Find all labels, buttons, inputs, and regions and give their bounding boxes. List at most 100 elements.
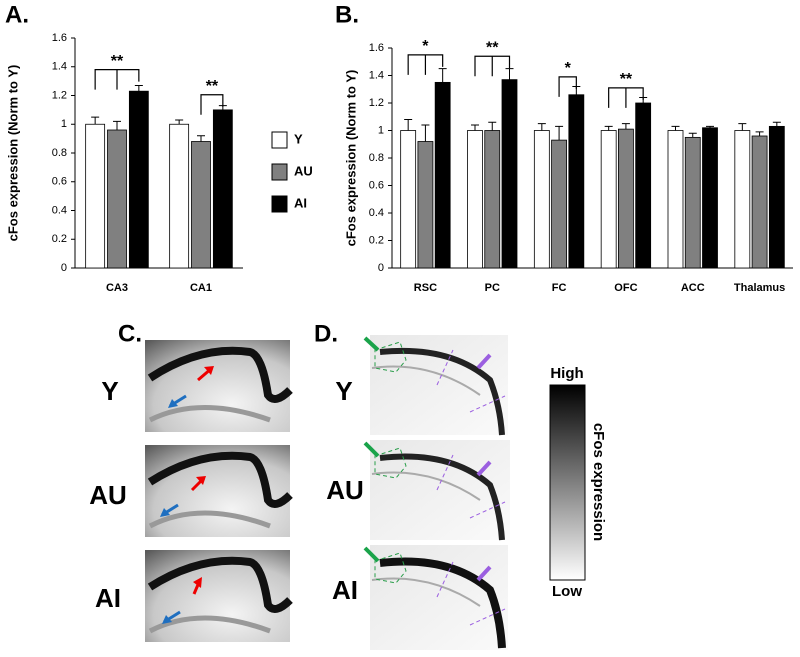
- bar: [684, 136, 701, 269]
- image-d-au: [363, 440, 510, 541]
- bar: [667, 130, 684, 269]
- row-label: Y: [335, 376, 352, 406]
- y-axis-title: cFos expression (Norm to Y): [343, 70, 358, 247]
- bar: [751, 135, 768, 269]
- x-tick-label: CA3: [106, 282, 128, 294]
- error-bar: [555, 125, 564, 141]
- bar: [768, 125, 785, 269]
- y-tick-label: 0.8: [369, 152, 384, 164]
- x-tick-label: RSC: [414, 282, 437, 294]
- y-tick-label: 0: [61, 262, 67, 274]
- significance-bracket: [474, 55, 511, 77]
- y-tick-label: 1.2: [52, 89, 67, 101]
- bar: [107, 129, 127, 269]
- bar: [85, 123, 106, 269]
- error-bar: [113, 120, 121, 130]
- image-d-ai: [363, 545, 508, 650]
- bar: [702, 127, 718, 269]
- panel-label: D.: [314, 320, 338, 347]
- error-bar: [197, 135, 205, 142]
- image-c-y: [145, 340, 293, 432]
- error-bar: [421, 124, 430, 142]
- y-tick-label: 0.8: [52, 147, 67, 159]
- error-bar: [438, 68, 447, 83]
- error-bar: [404, 119, 413, 131]
- bar: [533, 130, 550, 269]
- bar: [501, 79, 518, 269]
- y-tick-label: 1.6: [369, 42, 384, 54]
- bar: [417, 141, 434, 269]
- x-tick-label: PC: [485, 282, 500, 294]
- bar: [400, 130, 417, 269]
- legend-label: AI: [294, 195, 307, 210]
- legend-swatch: [271, 131, 288, 149]
- y-tick-label: 1.2: [369, 97, 384, 109]
- colorbar-high: High: [550, 365, 583, 382]
- significance-bracket: [407, 54, 444, 75]
- significance-label: **: [486, 39, 499, 56]
- row-label: AI: [95, 583, 121, 613]
- y-tick-label: 0.2: [52, 233, 67, 245]
- bar: [434, 81, 451, 269]
- bar: [467, 130, 483, 269]
- error-bar: [772, 121, 781, 127]
- bar: [600, 130, 617, 269]
- row-label: AI: [332, 575, 358, 605]
- y-tick-label: 1.4: [52, 61, 67, 73]
- error-bar: [604, 125, 613, 131]
- bar: [191, 141, 211, 269]
- error-bar: [134, 84, 143, 92]
- error-bar: [671, 125, 680, 131]
- significance-label: *: [422, 38, 429, 55]
- row-label: AU: [89, 480, 127, 510]
- significance-label: **: [111, 53, 124, 70]
- error-bar: [688, 132, 697, 138]
- y-tick-label: 0.6: [52, 176, 67, 188]
- significance-bracket: [200, 94, 224, 115]
- tissue-images: [145, 335, 586, 650]
- x-tick-label: CA1: [190, 282, 212, 294]
- y-tick-label: 1: [61, 118, 67, 130]
- row-label: AU: [326, 475, 364, 505]
- error-bar: [755, 131, 764, 136]
- bar: [484, 130, 501, 269]
- colorbar-title: cFos expression: [590, 423, 607, 541]
- x-tick-label: FC: [552, 282, 567, 294]
- error-bar: [706, 125, 714, 128]
- significance-label: **: [620, 71, 633, 88]
- significance-bracket: [94, 69, 140, 90]
- colorbar-low: Low: [552, 583, 582, 600]
- row-label: Y: [101, 376, 118, 406]
- image-c-ai: [145, 550, 293, 642]
- legend-swatch: [271, 163, 288, 181]
- error-bar: [505, 68, 514, 80]
- x-tick-label: Thalamus: [734, 282, 785, 294]
- bar: [635, 102, 652, 269]
- error-bar: [175, 119, 184, 125]
- error-bar: [91, 116, 100, 125]
- error-bar: [738, 123, 747, 131]
- y-tick-label: 1: [378, 124, 384, 136]
- significance-label: **: [206, 78, 219, 95]
- legend-label: Y: [294, 131, 303, 146]
- bar: [551, 139, 567, 269]
- y-tick-label: 0.2: [369, 234, 384, 246]
- image-d-y: [363, 335, 508, 436]
- bar: [734, 130, 751, 269]
- significance-bracket: [558, 76, 577, 97]
- error-bar: [621, 123, 630, 130]
- bar: [618, 128, 634, 269]
- bar: [128, 90, 149, 269]
- y-tick-label: 0.4: [369, 207, 384, 219]
- y-tick-label: 1.4: [369, 69, 384, 81]
- significance-bracket: [608, 87, 644, 108]
- y-axis-title: cFos expression (Norm to Y): [5, 65, 20, 242]
- x-tick-label: OFC: [614, 282, 637, 294]
- y-tick-label: 1.6: [52, 32, 67, 44]
- image-c-au: [145, 445, 293, 537]
- significance-label: *: [565, 60, 572, 77]
- bar: [568, 94, 585, 269]
- error-bar: [537, 123, 546, 131]
- y-tick-label: 0.4: [52, 204, 67, 216]
